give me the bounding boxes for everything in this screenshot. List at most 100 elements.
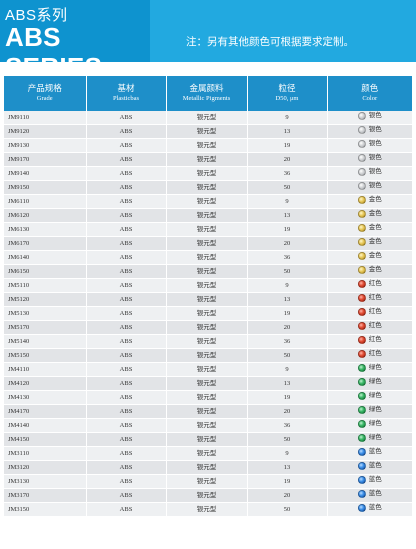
blue-swatch-icon (357, 462, 366, 471)
cell-color: 蓝色 (327, 488, 412, 504)
cell-base: ABS (86, 180, 167, 196)
cell-grade: JM3150 (4, 502, 87, 518)
cell-d50: 36 (247, 166, 328, 182)
cell-pigment: 银元型 (166, 334, 248, 350)
cell-grade: JM5120 (4, 292, 87, 308)
blue-swatch-icon (357, 504, 366, 513)
table-row: JM4140 ABS 银元型 36 绿色 (4, 418, 412, 434)
cell-grade: JM9110 (4, 111, 87, 126)
column-header-label: 粒径 (278, 83, 296, 93)
cell-color: 红色 (327, 320, 412, 336)
column-header-label: 基材 (117, 83, 135, 93)
cell-color: 金色 (327, 194, 412, 210)
cell-base: ABS (86, 474, 167, 490)
table-body: JM9110 ABS 银元型 9 银色 JM9120 ABS 银元型 13 银色 JM9130 ABS… (4, 111, 412, 518)
green-swatch-icon (357, 378, 366, 387)
color-indicator: 蓝色 (357, 489, 382, 499)
cell-pigment: 银元型 (166, 460, 248, 476)
color-label: 金色 (368, 266, 382, 274)
cell-pigment: 银元型 (166, 222, 248, 238)
cell-d50: 13 (247, 292, 328, 308)
cell-color: 银色 (327, 138, 412, 154)
table-row: JM5140 ABS 银元型 36 红色 (4, 334, 412, 350)
cell-base: ABS (86, 250, 167, 266)
cell-color: 金色 (327, 236, 412, 252)
cell-grade: JM6170 (4, 236, 87, 252)
color-label: 绿色 (368, 434, 382, 442)
cell-pigment: 银元型 (166, 432, 248, 448)
silver-swatch-icon (357, 140, 366, 149)
cell-d50: 13 (247, 208, 328, 224)
cell-color: 银色 (327, 166, 412, 182)
color-indicator: 金色 (357, 223, 382, 233)
color-indicator: 蓝色 (357, 475, 382, 485)
color-label: 蓝色 (368, 448, 382, 456)
cell-color: 银色 (327, 111, 412, 126)
table-row: JM6110 ABS 银元型 9 金色 (4, 194, 412, 210)
cell-grade: JM6120 (4, 208, 87, 224)
column-header-pigment: 金属颜料 Metallic Pigments (166, 76, 248, 111)
table-row: JM4120 ABS 银元型 13 绿色 (4, 376, 412, 392)
cell-pigment: 银元型 (166, 180, 248, 196)
customization-note: 注：另有其他颜色可根据要求定制。 (186, 36, 354, 48)
cell-color: 绿色 (327, 390, 412, 406)
cell-pigment: 银元型 (166, 208, 248, 224)
cell-d50: 19 (247, 306, 328, 322)
cell-base: ABS (86, 208, 167, 224)
table-row: JM9120 ABS 银元型 13 银色 (4, 124, 412, 140)
cell-color: 金色 (327, 250, 412, 266)
cell-pigment: 银元型 (166, 306, 248, 322)
table-row: JM3130 ABS 银元型 19 蓝色 (4, 474, 412, 490)
column-header-base: 基材 Plasticbas (86, 76, 167, 111)
cell-pigment: 银元型 (166, 390, 248, 406)
green-swatch-icon (357, 420, 366, 429)
cell-d50: 36 (247, 334, 328, 350)
cell-pigment: 银元型 (166, 124, 248, 140)
cell-grade: JM5130 (4, 306, 87, 322)
cell-grade: JM6150 (4, 264, 87, 280)
color-indicator: 银色 (357, 167, 382, 177)
color-indicator: 银色 (357, 139, 382, 149)
color-label: 红色 (368, 308, 382, 316)
cell-color: 银色 (327, 180, 412, 196)
color-indicator: 红色 (357, 307, 382, 317)
table-row: JM5150 ABS 银元型 50 红色 (4, 348, 412, 364)
cell-grade: JM6140 (4, 250, 87, 266)
table-row: JM5170 ABS 银元型 20 红色 (4, 320, 412, 336)
cell-d50: 20 (247, 320, 328, 336)
color-label: 红色 (368, 322, 382, 330)
cell-grade: JM4170 (4, 404, 87, 420)
table-row: JM5120 ABS 银元型 13 红色 (4, 292, 412, 308)
table-row: JM5110 ABS 银元型 9 红色 (4, 278, 412, 294)
column-header-sublabel: D50, μm (275, 95, 299, 102)
color-label: 金色 (368, 252, 382, 260)
cell-grade: JM6110 (4, 194, 87, 210)
cell-d50: 19 (247, 474, 328, 490)
cell-grade: JM9170 (4, 152, 87, 168)
table-row: JM6130 ABS 银元型 19 金色 (4, 222, 412, 238)
cell-color: 红色 (327, 306, 412, 322)
table-row: JM6120 ABS 银元型 13 金色 (4, 208, 412, 224)
cell-d50: 50 (247, 180, 328, 196)
cell-base: ABS (86, 488, 167, 504)
cell-base: ABS (86, 460, 167, 476)
cell-grade: JM4150 (4, 432, 87, 448)
color-indicator: 绿色 (357, 419, 382, 429)
cell-pigment: 银元型 (166, 166, 248, 182)
color-indicator: 红色 (357, 279, 382, 289)
table-row: JM3110 ABS 银元型 9 蓝色 (4, 446, 412, 462)
cell-base: ABS (86, 292, 167, 308)
cell-d50: 9 (247, 111, 328, 126)
silver-swatch-icon (357, 182, 366, 191)
green-swatch-icon (357, 406, 366, 415)
table-row: JM3120 ABS 银元型 13 蓝色 (4, 460, 412, 476)
cell-base: ABS (86, 320, 167, 336)
cell-d50: 19 (247, 222, 328, 238)
gold-swatch-icon (357, 252, 366, 261)
cell-color: 银色 (327, 124, 412, 140)
table-row: JM9170 ABS 银元型 20 银色 (4, 152, 412, 168)
cell-color: 金色 (327, 208, 412, 224)
table-row: JM4170 ABS 银元型 20 绿色 (4, 404, 412, 420)
cell-d50: 50 (247, 502, 328, 518)
cell-grade: JM9130 (4, 138, 87, 154)
